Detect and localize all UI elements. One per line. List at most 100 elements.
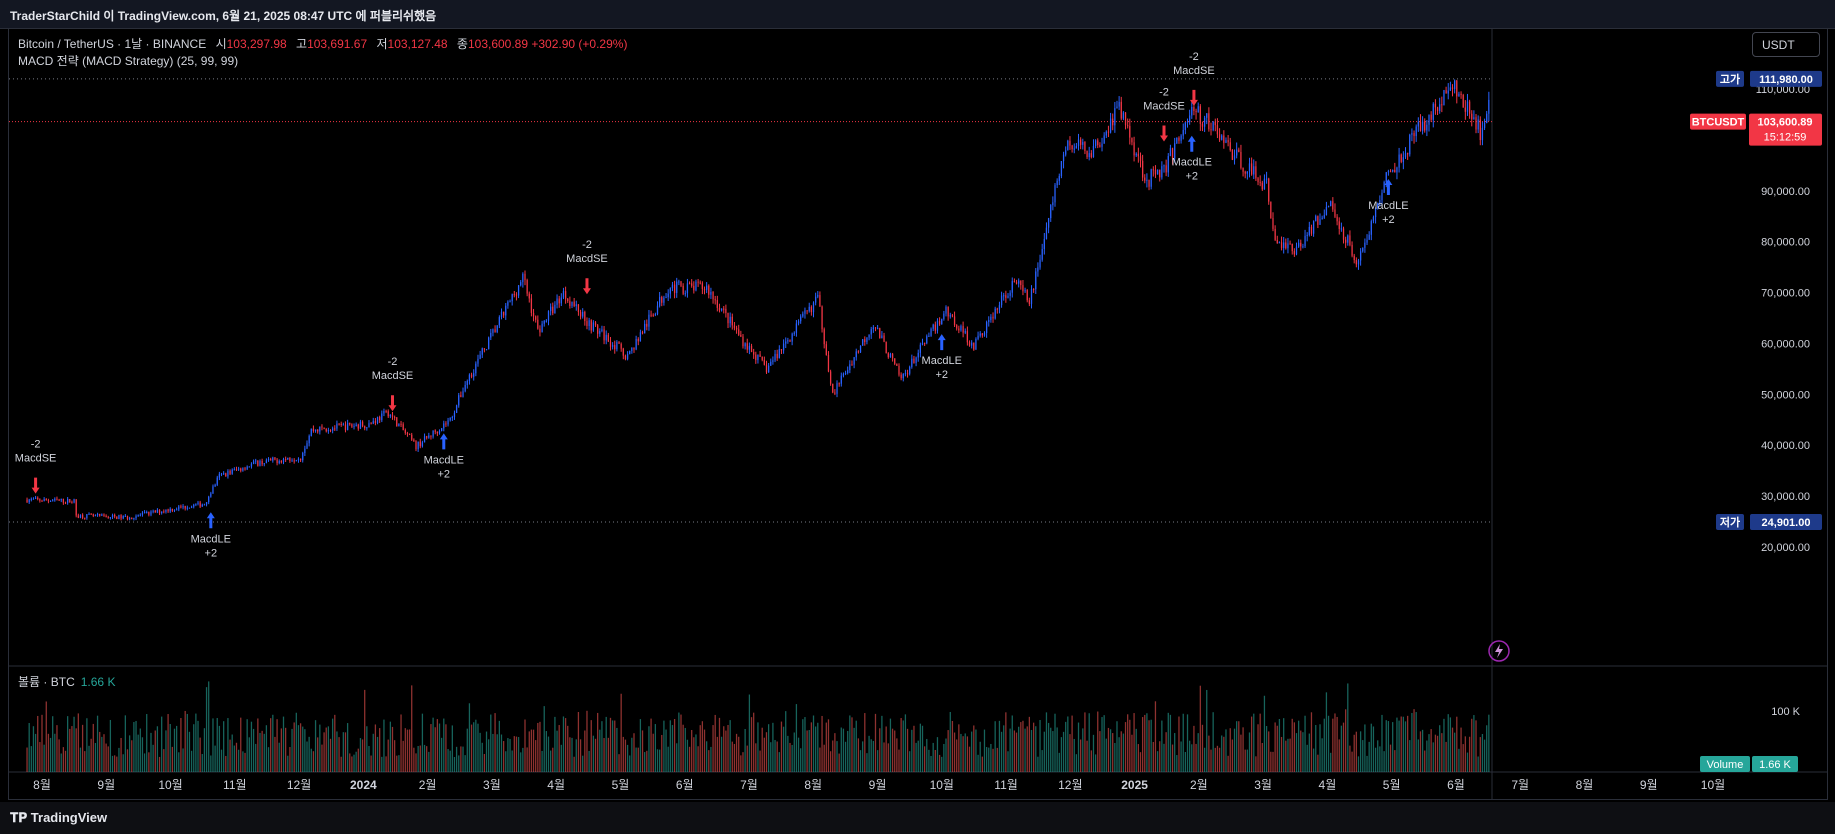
candle-body: [485, 349, 488, 351]
candle-body: [763, 359, 765, 365]
volume-bar: [524, 719, 526, 772]
candle-body: [141, 512, 144, 515]
volume-bar: [1366, 755, 1368, 772]
volume-bar: [1434, 734, 1437, 772]
candle-body: [385, 410, 387, 412]
candle-body: [1421, 121, 1424, 131]
volume-bar: [81, 724, 84, 772]
candle-body: [96, 514, 99, 516]
candle-body: [214, 484, 216, 487]
volume-bar: [761, 727, 763, 772]
volume-bar: [280, 728, 283, 772]
volume-bar: [1067, 716, 1069, 772]
candle-body: [1139, 156, 1142, 161]
volume-bar: [763, 737, 765, 772]
candle-body: [735, 327, 738, 330]
candle-body: [79, 514, 82, 518]
currency-button[interactable]: USDT: [1752, 32, 1820, 57]
volume-bar: [582, 755, 584, 772]
volume-bar: [175, 725, 178, 772]
volume-bar: [1133, 713, 1135, 772]
candle-body: [960, 326, 962, 331]
volume-bar: [1417, 739, 1419, 772]
candle-body: [616, 342, 618, 350]
symbol-name[interactable]: Bitcoin / TetherUS · 1날 · BINANCE: [18, 37, 207, 51]
candle-body: [1024, 290, 1026, 292]
candle-body: [154, 510, 156, 513]
volume-bar: [1206, 689, 1208, 772]
candle-body: [738, 329, 740, 335]
volume-bar: [727, 724, 729, 772]
candle-body: [227, 470, 229, 477]
candle-body: [32, 498, 35, 500]
candle-body: [67, 499, 69, 503]
candle-body: [28, 499, 30, 503]
volume-bar: [936, 737, 939, 772]
candle-body: [1015, 282, 1018, 284]
volume-bar: [1293, 722, 1296, 772]
volume-legend[interactable]: 볼륨 · BTC 1.66 K: [18, 673, 115, 690]
candle-body: [554, 304, 556, 314]
candle-body: [473, 373, 475, 377]
candle-body: [361, 421, 364, 427]
volume-bar: [802, 719, 804, 772]
candle-body: [49, 500, 52, 502]
candle-body: [205, 502, 208, 505]
candle-body: [364, 426, 366, 429]
time-tick-label: 3월: [483, 778, 501, 792]
volume-bar: [1323, 718, 1325, 772]
candle-body: [494, 329, 496, 333]
candle-body: [1105, 131, 1107, 136]
candle-body: [284, 458, 287, 460]
volume-bar: [723, 726, 725, 772]
candle-body: [1406, 153, 1409, 155]
volume-bar: [137, 734, 139, 772]
volume-bar: [1227, 755, 1229, 772]
volume-bar: [808, 729, 810, 772]
candle-body: [1368, 234, 1370, 240]
candle-body: [876, 328, 879, 330]
volume-bar: [353, 754, 355, 772]
volume-bar: [607, 737, 609, 772]
volume-bar: [250, 721, 253, 772]
volume-bar: [1077, 722, 1080, 772]
volume-bar: [891, 728, 894, 772]
volume-bar: [1229, 728, 1231, 772]
candle-body: [1176, 137, 1178, 144]
volume-bar: [569, 737, 571, 772]
volume-bar: [1421, 729, 1424, 772]
candle-body: [1353, 255, 1355, 261]
volume-bar: [539, 721, 541, 772]
volume-bar: [667, 746, 669, 772]
candle-body: [118, 515, 120, 519]
volume-bar: [635, 747, 637, 772]
candle-body: [329, 430, 332, 432]
volume-bar: [297, 725, 300, 772]
candle-body: [1069, 140, 1071, 146]
candle-body: [988, 320, 990, 323]
volume-bar: [1225, 729, 1227, 772]
strategy-legend[interactable]: MACD 전략 (MACD Strategy) (25, 99, 99): [18, 54, 239, 68]
candle-body: [171, 508, 174, 511]
volume-bar: [453, 756, 456, 772]
current-price-box: [1749, 113, 1822, 146]
volume-bar: [1084, 712, 1086, 772]
volume-bar: [964, 733, 966, 772]
volume-bar: [1441, 733, 1443, 772]
candle-body: [821, 306, 823, 330]
volume-bar: [1259, 713, 1261, 772]
candle-body: [934, 324, 936, 331]
volume-bar: [49, 737, 52, 772]
candle-body: [605, 334, 607, 341]
candle-body: [161, 511, 163, 514]
candle-body: [1332, 201, 1334, 210]
tradingview-logo[interactable]: 𝐓𝐏 TradingView: [10, 810, 108, 825]
volume-bar: [182, 748, 184, 772]
candle-body: [1193, 106, 1195, 112]
volume-bar: [1310, 712, 1313, 772]
candle-body: [545, 320, 548, 322]
volume-bar: [1257, 724, 1259, 772]
candle-body: [1214, 121, 1216, 126]
candle-body: [887, 353, 889, 358]
